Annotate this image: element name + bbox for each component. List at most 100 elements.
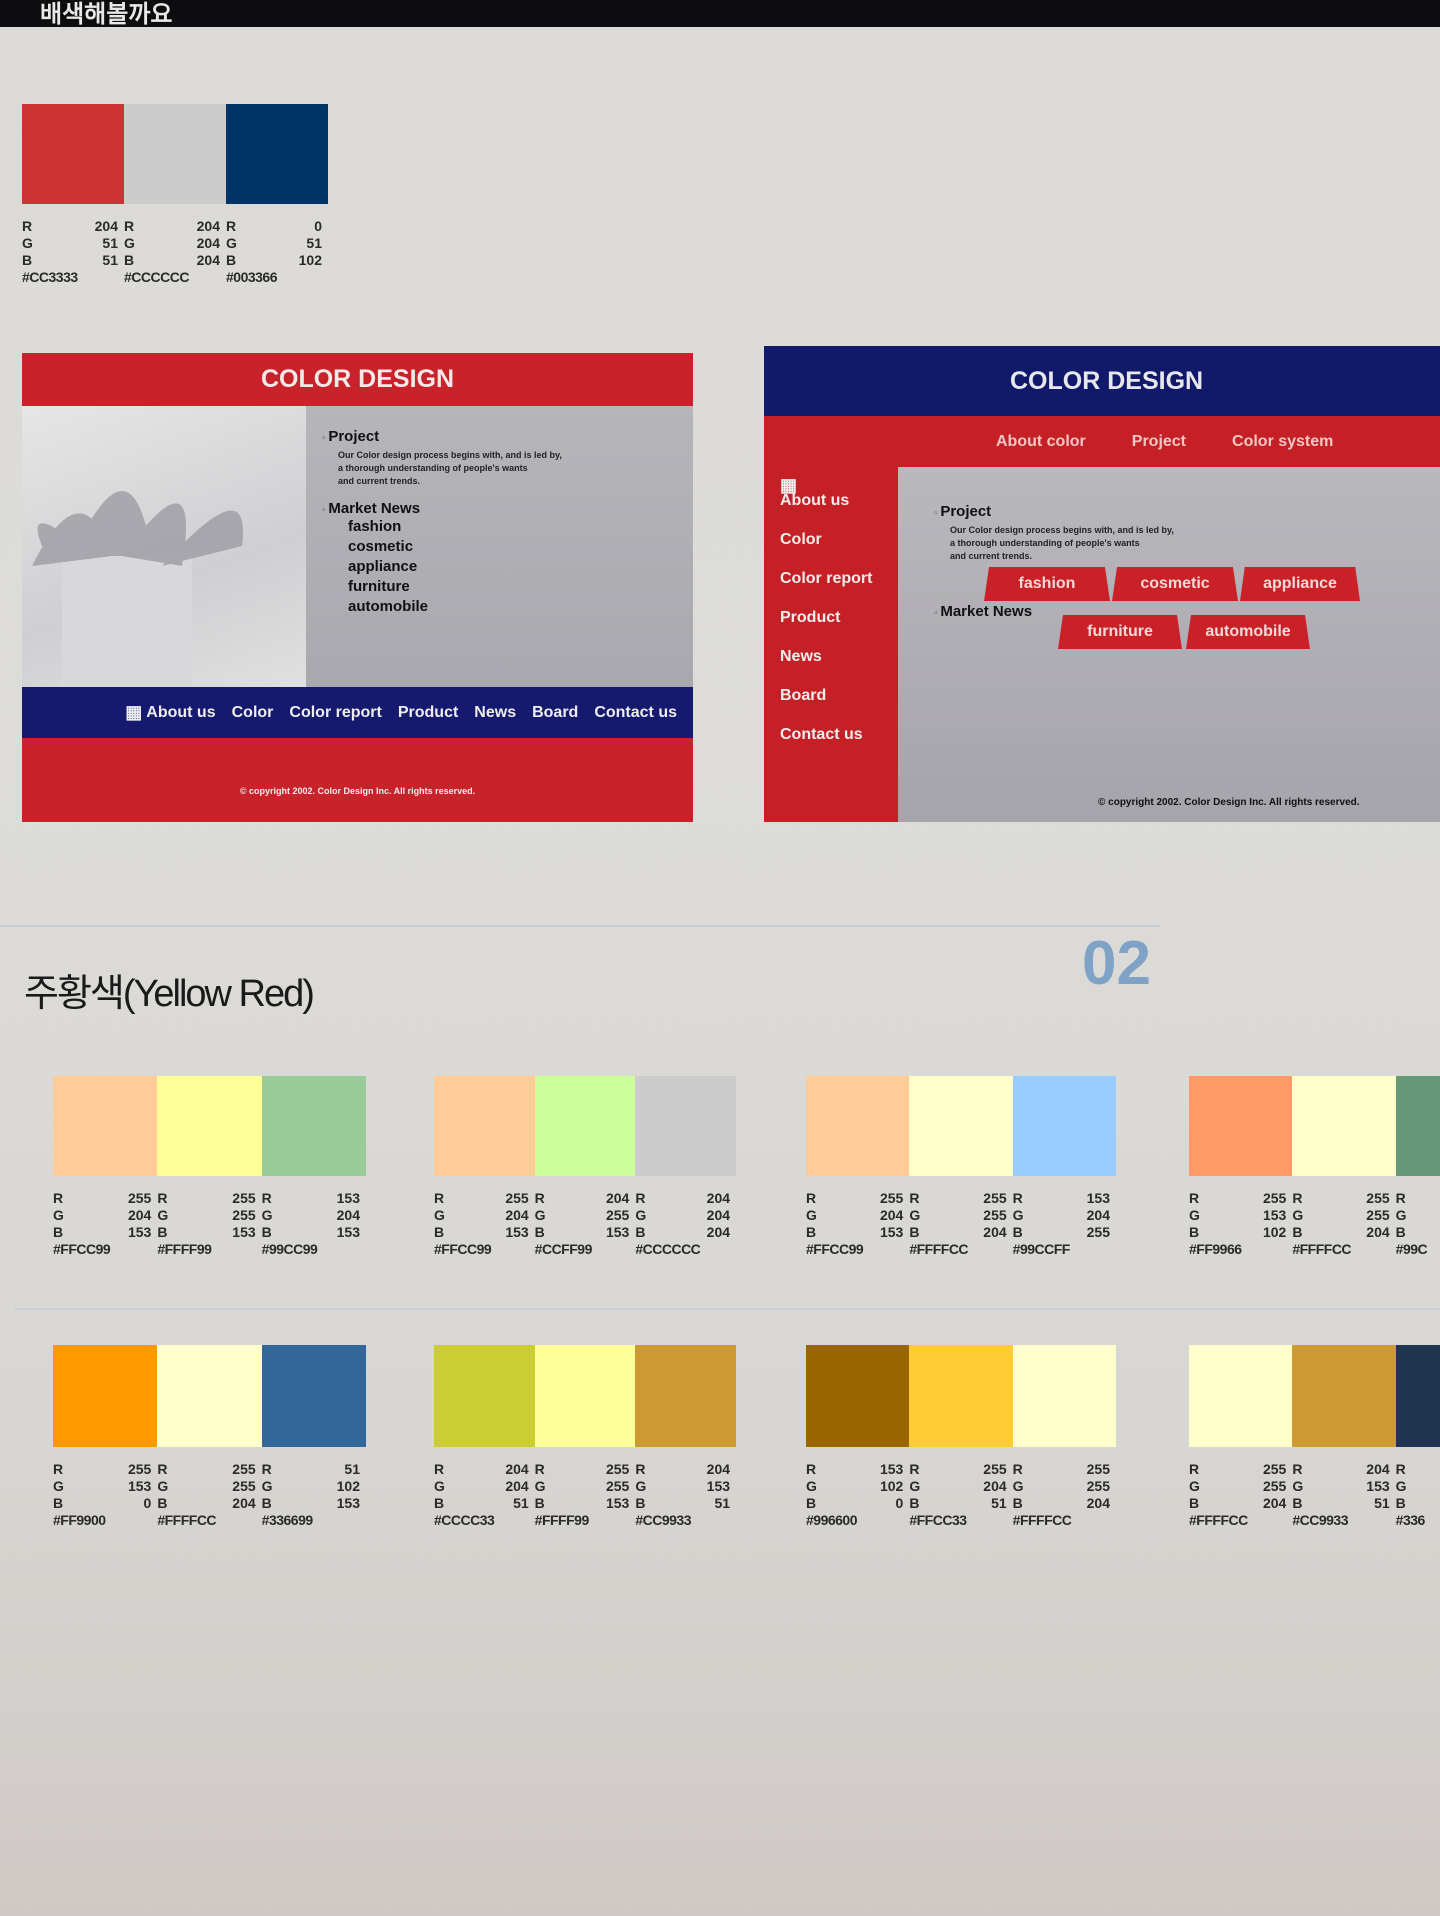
color-swatch	[434, 1076, 535, 1176]
channel-value: 204	[706, 1224, 731, 1240]
channel-value: 255	[983, 1461, 1007, 1477]
nav-color-report[interactable]: Color report	[289, 703, 382, 721]
channel-g: G 204	[53, 1207, 151, 1224]
channel-value: 255	[1262, 1461, 1287, 1477]
tag-furniture[interactable]: furniture	[1058, 615, 1182, 649]
channel-label: B	[124, 252, 135, 268]
channel-value: 51	[102, 252, 118, 268]
channel-value: 255	[1262, 1190, 1287, 1206]
tag-appliance[interactable]: appliance	[1240, 567, 1360, 601]
tag-fashion[interactable]: fashion	[984, 567, 1110, 601]
channel-label: B	[1395, 1495, 1406, 1511]
channel-value: 204	[196, 252, 220, 268]
channel-g: G 153	[1189, 1207, 1286, 1224]
channel-value: 255	[605, 1478, 630, 1494]
market-item[interactable]: automobile	[348, 598, 429, 615]
channel-r: R 51	[262, 1461, 360, 1478]
body-line: and current trends.	[338, 476, 421, 486]
market-item[interactable]: cosmetic	[348, 538, 414, 555]
side-nav-item[interactable]: Color	[780, 531, 822, 548]
channel-value: 255	[605, 1461, 630, 1477]
channel-value: 204	[505, 1461, 529, 1477]
body-line: and current trends.	[950, 551, 1033, 561]
channel-label: G	[909, 1478, 921, 1494]
nav-product[interactable]: Product	[397, 703, 459, 721]
channel-value: 51	[344, 1461, 360, 1477]
color-swatch	[909, 1345, 1013, 1447]
channel-value: 153	[879, 1224, 904, 1240]
copyright: © copyright 2002. Color Design Inc. All …	[1098, 797, 1360, 808]
channel-label: R	[1292, 1190, 1303, 1206]
channel-label: R	[1189, 1190, 1200, 1206]
channel-r: R 204	[22, 218, 118, 235]
swatch-values: R 255 G 153 B 0 #FF9900	[53, 1461, 157, 1529]
color-swatch	[534, 1345, 636, 1447]
tag-cosmetic[interactable]: cosmetic	[1112, 567, 1238, 601]
nav-color-system[interactable]: Color system	[1232, 432, 1334, 450]
swatch-strip	[434, 1076, 737, 1176]
swatch-values: R 204 G 204 B 204 #CCCCCC	[635, 1190, 736, 1258]
channel-label: G	[124, 235, 135, 251]
color-swatch	[261, 1345, 366, 1447]
side-nav-item[interactable]: News	[780, 648, 822, 665]
channel-g: G 255	[157, 1478, 255, 1495]
tag-automobile[interactable]: automobile	[1186, 615, 1310, 649]
channel-value: 51	[306, 235, 322, 251]
project-heading: Project	[322, 428, 693, 445]
market-item[interactable]: appliance	[348, 558, 418, 575]
channel-label: R	[261, 1461, 272, 1477]
market-item[interactable]: furniture	[348, 578, 410, 595]
color-swatch	[806, 1076, 910, 1176]
side-nav-item[interactable]: Color report	[780, 570, 873, 587]
swatch-strip	[434, 1345, 737, 1447]
swatch-values: R 153 G 204 B 153 #99CC99	[262, 1190, 366, 1258]
channel-label: G	[806, 1207, 817, 1223]
channel-b: B 153	[434, 1224, 529, 1241]
nav-color[interactable]: Color	[231, 703, 274, 721]
channel-r: R 255	[157, 1461, 255, 1478]
channel-value: 102	[336, 1478, 360, 1494]
channel-g: G 204	[909, 1478, 1006, 1495]
nav-project[interactable]: Project	[1131, 432, 1187, 450]
color-swatch	[635, 1345, 737, 1447]
channel-g: G 255	[157, 1207, 255, 1224]
hex-code: #FFCC33	[909, 1512, 967, 1528]
channel-b: B 51	[22, 252, 118, 269]
channel-value: 204	[706, 1461, 731, 1477]
page-header-title: 배색해볼까요	[40, 1, 173, 28]
channel-value: 255	[505, 1190, 529, 1206]
channel-value: 204	[336, 1207, 360, 1223]
market-item[interactable]: fashion	[348, 518, 402, 535]
side-nav-item[interactable]: Board	[780, 687, 827, 704]
channel-r: R 255	[1189, 1190, 1286, 1207]
channel-g: G 255	[535, 1478, 630, 1495]
section-divider	[0, 925, 1160, 927]
swatch-labels: R 255 G 204 B 153 #FFCC99 R 204 G 255 B 153 #CCFF99 R 2…	[434, 1190, 736, 1258]
flower-image-icon	[32, 491, 243, 687]
side-nav-item[interactable]: Contact us	[780, 726, 863, 743]
nav-board[interactable]: Board	[532, 703, 579, 721]
channel-label: G	[1189, 1478, 1200, 1494]
channel-b: B	[1396, 1224, 1440, 1241]
channel-label: R	[1189, 1461, 1200, 1477]
body-line: Our Color design process begins with, an…	[338, 450, 562, 460]
nav-news[interactable]: News	[474, 703, 517, 721]
channel-value: 204	[983, 1478, 1007, 1494]
channel-value: 255	[605, 1207, 630, 1223]
swatch-values: R 255 G 255 B 153 #FFFF99	[157, 1190, 261, 1258]
channel-label: B	[1189, 1495, 1200, 1511]
nav-about-color[interactable]: About color	[996, 432, 1086, 450]
top-palette: R 204 G 51 B 51 #CC3333 R 204 G 204 B 204 #CCCCCC R 0 G 5…	[22, 104, 328, 286]
channel-r: R 255	[909, 1190, 1006, 1207]
side-nav-item[interactable]: About us	[780, 492, 850, 509]
channel-value: 255	[879, 1190, 904, 1206]
nav-contact-us[interactable]: Contact us	[594, 703, 677, 721]
side-nav-item[interactable]: Product	[780, 609, 841, 626]
hex-code: #CCCCCC	[635, 1241, 701, 1257]
channel-value: 255	[232, 1190, 256, 1206]
channel-r: R 153	[1013, 1190, 1110, 1207]
nav-about-us[interactable]: About us	[146, 703, 216, 721]
channel-value: 204	[706, 1207, 731, 1223]
